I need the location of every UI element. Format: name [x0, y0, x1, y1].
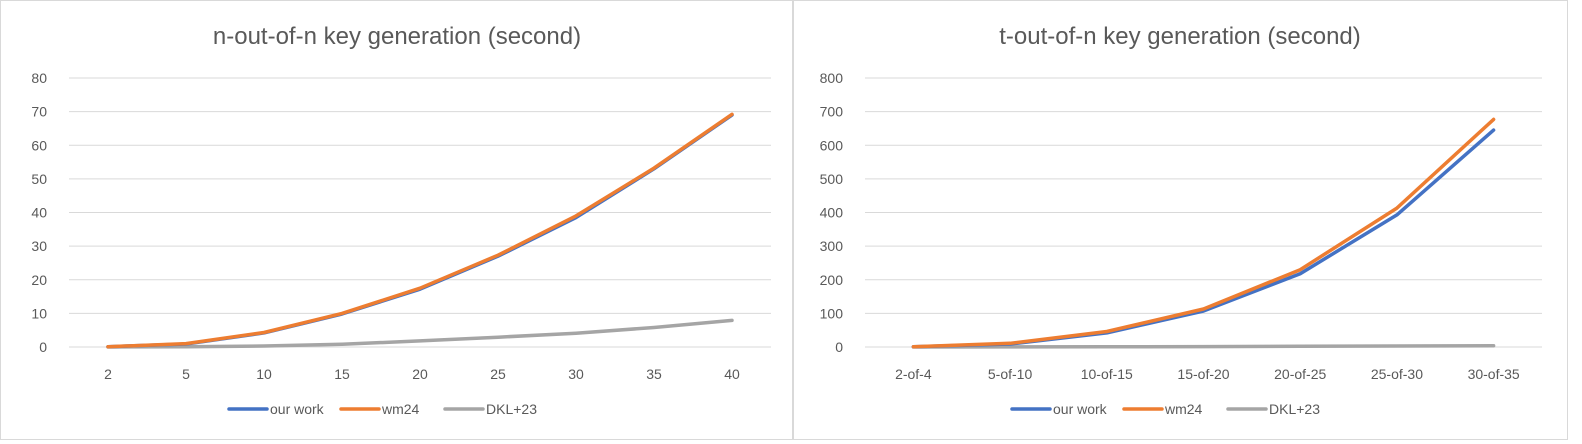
- y-tick-label: 40: [31, 205, 47, 221]
- y-tick-label: 0: [39, 339, 47, 355]
- y-tick-label: 500: [820, 171, 844, 187]
- series-line-wm24: [106, 112, 734, 349]
- x-tick-label: 15: [334, 366, 350, 382]
- y-tick-label: 600: [820, 137, 844, 153]
- y-tick-label: 60: [31, 137, 47, 153]
- x-tick-label: 20: [412, 366, 428, 382]
- y-tick-label: 50: [31, 171, 47, 187]
- x-tick-label: 5: [182, 366, 190, 382]
- legend-label: our work: [1053, 401, 1108, 417]
- x-tick-label: 2: [104, 366, 112, 382]
- x-tick-label: 35: [646, 366, 662, 382]
- series-line-dkl-23: [911, 343, 1496, 349]
- y-tick-label: 70: [31, 104, 47, 120]
- x-tick-label: 20-of-25: [1274, 366, 1326, 382]
- y-tick-label: 200: [820, 272, 844, 288]
- legend-label: our work: [270, 401, 325, 417]
- legend-label: wm24: [1164, 401, 1203, 417]
- x-tick-label: 30: [568, 366, 584, 382]
- x-tick-label: 25-of-30: [1371, 366, 1423, 382]
- chart-panel-t-out-of-n: t-out-of-n key generation (second) 0 100 20…: [793, 0, 1568, 440]
- x-tick-label: 40: [724, 366, 740, 382]
- y-tick-label: 800: [820, 70, 844, 86]
- y-tick-label: 10: [31, 305, 47, 321]
- series-line-our-work: [911, 128, 1496, 349]
- x-tick-label: 25: [490, 366, 506, 382]
- legend-label: DKL+23: [1269, 401, 1320, 417]
- y-tick-label: 0: [835, 339, 843, 355]
- x-tick-label: 5-of-10: [988, 366, 1033, 382]
- y-tick-label: 20: [31, 272, 47, 288]
- y-tick-label: 300: [820, 238, 844, 254]
- y-tick-label: 700: [820, 104, 844, 120]
- y-tick-label: 100: [820, 305, 844, 321]
- y-tick-label: 80: [31, 70, 47, 86]
- chart-t-out-of-n: t-out-of-n key generation (second) 0 100 20…: [820, 23, 1542, 417]
- series-line-wm24: [911, 117, 1496, 349]
- x-tick-label: 10: [256, 366, 272, 382]
- chart-title: n-out-of-n key generation (second): [213, 23, 581, 50]
- x-tick-label: 2-of-4: [895, 366, 932, 382]
- x-tick-label: 15-of-20: [1177, 366, 1229, 382]
- y-tick-label: 30: [31, 238, 47, 254]
- y-tick-label: 400: [820, 205, 844, 221]
- chart-title: t-out-of-n key generation (second): [999, 23, 1361, 50]
- x-tick-label: 30-of-35: [1468, 366, 1520, 382]
- series-line-dkl-23: [106, 318, 734, 349]
- x-tick-label: 10-of-15: [1081, 366, 1133, 382]
- series-line-our-work: [106, 113, 734, 349]
- legend-label: DKL+23: [486, 401, 537, 417]
- chart-n-out-of-n: n-out-of-n key generation (second) 0 10 20 3…: [31, 23, 771, 417]
- legend-label: wm24: [381, 401, 420, 417]
- chart-panel-n-out-of-n: n-out-of-n key generation (second) 0 10 20 3…: [0, 0, 793, 440]
